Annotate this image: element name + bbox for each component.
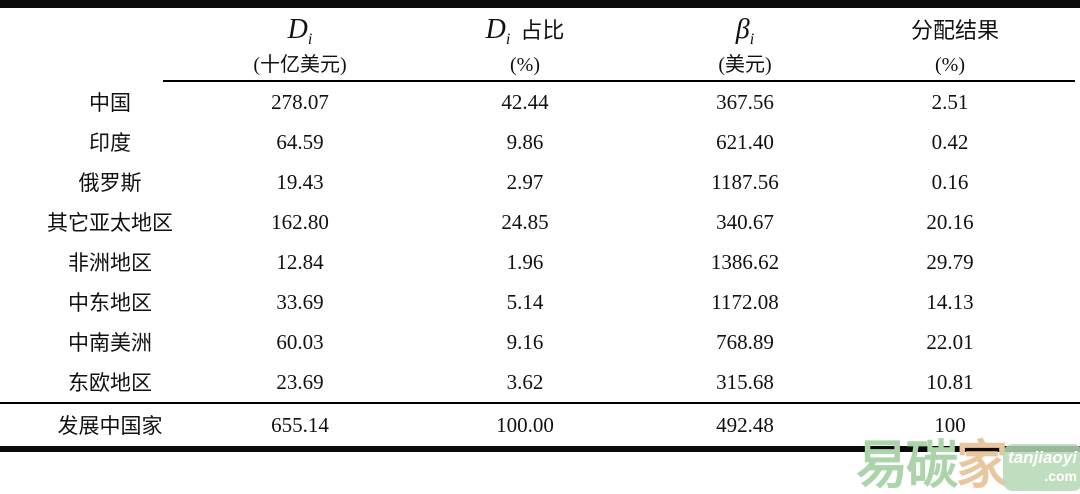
cell-value: 9.86 xyxy=(506,129,544,154)
cell-value: 340.67 xyxy=(716,209,774,234)
cell-value: 2.51 xyxy=(931,89,969,114)
cell-value: 2.97 xyxy=(506,169,544,194)
header-allocation-label: 分配结果 xyxy=(910,18,999,43)
total-cell-value: 100.00 xyxy=(380,402,670,446)
header-beta-unit: (美元) xyxy=(718,54,772,76)
header-allocation-unit: (%) xyxy=(935,54,965,76)
table-row-middle-east: 中东地区 33.69 5.14 1172.08 14.13 xyxy=(0,282,1080,322)
total-cell-value: 100 xyxy=(820,402,1080,446)
row-label: 非洲地区 xyxy=(68,251,152,275)
header-cell-allocation: 分配结果 (%) xyxy=(820,8,1080,82)
table-row-eastern-europe: 东欧地区 23.69 3.62 315.68 10.81 xyxy=(0,362,1080,403)
header-di-symbol: Di xyxy=(287,14,313,48)
cell-value: 1172.08 xyxy=(711,289,779,314)
cell-value: 1187.56 xyxy=(711,169,779,194)
watermark-domain-tld: .com xyxy=(1044,468,1077,484)
table-top-border xyxy=(0,0,1080,8)
header-beta-symbol: βi xyxy=(735,14,755,48)
table-row-russia: 俄罗斯 19.43 2.97 1187.56 0.16 xyxy=(0,162,1080,202)
table-row-latin-america: 中南美洲 60.03 9.16 768.89 22.01 xyxy=(0,322,1080,362)
cell-value: 315.68 xyxy=(716,369,774,394)
cell-value: 768.89 xyxy=(716,329,774,354)
cell-value: 24.85 xyxy=(501,209,549,234)
table-header-row: Di (十亿美元) Di 占比 (%) βi (美元) 分配结果 (%) xyxy=(0,8,1080,82)
header-cell-beta: βi (美元) xyxy=(670,8,820,82)
cell-value: 14.13 xyxy=(926,289,974,314)
row-label: 其它亚太地区 xyxy=(47,211,173,235)
row-label: 中东地区 xyxy=(68,291,152,315)
cell-value: 19.43 xyxy=(276,169,324,194)
row-label: 中国 xyxy=(89,91,131,115)
table-total-row: 发展中国家 655.14 100.00 492.48 100 xyxy=(0,402,1080,446)
cell-value: 12.84 xyxy=(276,249,324,274)
cell-value: 29.79 xyxy=(926,249,974,274)
header-cell-empty xyxy=(0,8,220,82)
cell-value: 20.16 xyxy=(926,209,974,234)
row-label: 印度 xyxy=(89,131,131,155)
cell-value: 0.42 xyxy=(931,129,969,154)
cell-value: 23.69 xyxy=(276,369,324,394)
header-di-share-unit: (%) xyxy=(510,54,540,76)
cell-value: 64.59 xyxy=(276,129,324,154)
row-label: 东欧地区 xyxy=(68,371,152,395)
cell-value: 367.56 xyxy=(716,89,774,114)
total-cell-value: 492.48 xyxy=(670,402,820,446)
cell-value: 5.14 xyxy=(506,289,544,314)
header-cell-di: Di (十亿美元) xyxy=(220,8,380,82)
row-label: 中南美洲 xyxy=(68,331,152,355)
row-label: 俄罗斯 xyxy=(78,171,142,195)
header-di-unit: (十亿美元) xyxy=(253,54,347,76)
cell-value: 278.07 xyxy=(271,89,329,114)
table-row-africa: 非洲地区 12.84 1.96 1386.62 29.79 xyxy=(0,242,1080,282)
cell-value: 42.44 xyxy=(501,89,549,114)
cell-value: 10.81 xyxy=(926,369,974,394)
cell-value: 3.62 xyxy=(506,369,544,394)
table-row-china: 中国 278.07 42.44 367.56 2.51 xyxy=(0,82,1080,122)
cell-value: 1.96 xyxy=(506,249,544,274)
cell-value: 0.16 xyxy=(931,169,969,194)
header-cell-di-share: Di 占比 (%) xyxy=(380,8,670,82)
cell-value: 1386.62 xyxy=(710,249,780,274)
header-di-share-symbol: Di 占比 xyxy=(485,14,565,48)
cell-value: 60.03 xyxy=(276,329,324,354)
cell-value: 162.80 xyxy=(271,209,329,234)
cell-value: 621.40 xyxy=(716,129,774,154)
total-cell-value: 655.14 xyxy=(220,402,380,446)
allocation-result-table: Di (十亿美元) Di 占比 (%) βi (美元) 分配结果 (%) xyxy=(0,8,1080,446)
cell-value: 22.01 xyxy=(926,329,974,354)
cell-value: 33.69 xyxy=(276,289,324,314)
header-underline-rule xyxy=(163,80,1075,82)
table-bottom-border xyxy=(0,446,1080,452)
total-row-label: 发展中国家 xyxy=(0,402,220,446)
table-row-india: 印度 64.59 9.86 621.40 0.42 xyxy=(0,122,1080,162)
cell-value: 9.16 xyxy=(506,329,544,354)
table-row-other-apac: 其它亚太地区 162.80 24.85 340.67 20.16 xyxy=(0,202,1080,242)
